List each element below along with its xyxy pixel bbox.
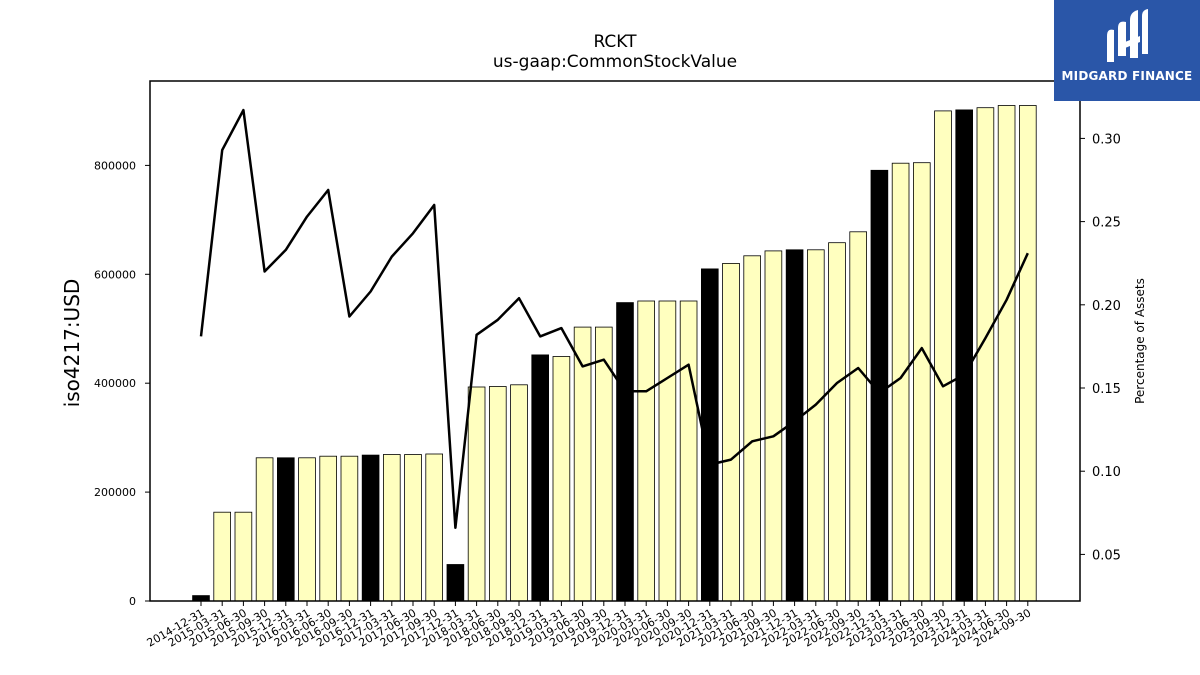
bar-2017-06-30 (404, 454, 422, 602)
x-axis: 2014-12-312015-03-312015-06-302015-09-30… (145, 601, 1033, 650)
bar-2015-12-31 (276, 457, 295, 602)
bar-2023-06-30 (913, 162, 931, 602)
logo-text: MIDGARD FINANCE (1061, 69, 1193, 83)
bar-2016-03-31 (298, 457, 316, 602)
bar-2014-12-31 (192, 595, 210, 602)
y-tick-label: 600000 (94, 268, 136, 281)
y2-tick-label: 0.10 (1092, 465, 1121, 480)
bar-2016-06-30 (319, 455, 337, 602)
bar-2015-03-31 (213, 511, 232, 602)
y-axis-label: iso4217:USD (60, 278, 84, 408)
bar-2018-09-30 (510, 384, 528, 602)
bar-2018-12-31 (531, 354, 549, 602)
brand-logo: MIDGARD FINANCE (1054, 0, 1200, 101)
bar-2021-09-30 (764, 250, 783, 602)
bar-2016-09-30 (340, 455, 359, 602)
bar-2022-09-30 (849, 231, 867, 602)
bar-2023-09-30 (934, 110, 952, 602)
chart-subtitle: us-gaap:CommonStockValue (492, 52, 738, 72)
plot-frame (149, 80, 1081, 602)
bar-2020-09-30 (679, 300, 698, 602)
bar-2019-03-31 (552, 356, 571, 602)
bar-2024-06-30 (997, 105, 1016, 602)
bar-2019-06-30 (573, 326, 592, 602)
y-tick-label: 400000 (94, 377, 136, 390)
bar-2021-03-31 (722, 262, 740, 602)
y2-axis-label: Percentage of Assets (1133, 278, 1147, 404)
bar-2015-09-30 (255, 457, 274, 602)
bar-2022-06-30 (828, 242, 846, 602)
y2-tick-label: 0.20 (1092, 299, 1121, 314)
y-tick-label: 800000 (94, 159, 136, 172)
midgard-logo-icon (1107, 9, 1148, 63)
bar-2018-03-31 (467, 386, 486, 602)
bar-2018-06-30 (488, 386, 507, 602)
bar-2017-09-30 (425, 453, 443, 602)
y2-tick-label: 0.15 (1092, 382, 1121, 397)
y2-tick-label: 0.05 (1092, 548, 1121, 563)
bar-2017-12-31 (446, 564, 465, 602)
y2-tick-label: 0.25 (1092, 216, 1121, 231)
bar-2020-06-30 (658, 300, 677, 602)
chart-title: RCKT (593, 32, 637, 52)
bar-2017-03-31 (382, 454, 401, 602)
bar-series (192, 105, 1037, 602)
bar-2024-09-30 (1019, 105, 1037, 602)
left-axis: 0 200000 400000 600000 800000 (94, 159, 150, 608)
bar-2023-12-31 (955, 109, 973, 602)
y-tick-label: 0 (129, 595, 136, 608)
percentage-of-assets-line (199, 108, 1029, 530)
bar-2016-12-31 (361, 454, 380, 602)
bar-2021-06-30 (743, 255, 761, 602)
bar-2022-03-31 (807, 249, 825, 602)
bar-2015-06-30 (234, 511, 253, 602)
y-tick-label: 200000 (94, 486, 136, 499)
right-axis: 0.05 0.10 0.15 0.20 0.25 0.30 (1080, 132, 1121, 563)
bar-2024-03-31 (976, 107, 995, 602)
y2-tick-label: 0.30 (1092, 132, 1121, 147)
bar-2019-12-31 (616, 302, 634, 602)
bar-2020-03-31 (637, 300, 655, 602)
